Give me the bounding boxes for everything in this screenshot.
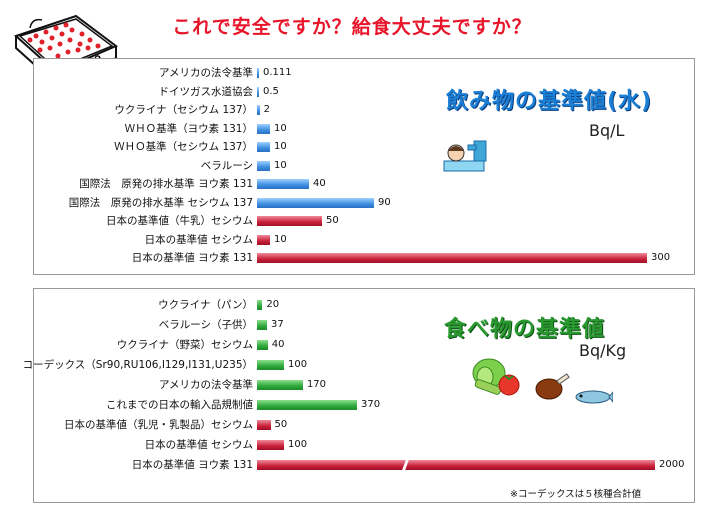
bar (257, 400, 357, 410)
category-label: ＷＨＯ基準（ヨウ素 131） (124, 122, 253, 135)
value-label: 370 (361, 399, 381, 410)
food-row: ウクライナ（パン） 20 (34, 296, 694, 314)
value-label: 10 (274, 159, 287, 171)
value-label: 20 (266, 299, 280, 310)
food-chart-unit: Bq/Kg (579, 341, 627, 360)
value-label: 170 (306, 379, 327, 390)
value-label: 40 (271, 339, 285, 350)
water-row: ドイツガス水道協会 0.5 (34, 83, 694, 101)
bar (257, 320, 267, 330)
value-label: 0.111 (263, 67, 292, 78)
bar (257, 142, 270, 152)
value-label: 0.5 (263, 85, 279, 97)
food-row: アメリカの法令基準 170 (34, 376, 694, 394)
category-label: ドイツガス水道協会 (158, 85, 254, 98)
food-row: これまでの日本の輸入品規制値 370 (34, 396, 694, 414)
value-label: 300 (651, 252, 671, 263)
bar (257, 460, 655, 470)
water-row: ＷＨＯ基準（ヨウ素 131） 10 (34, 120, 694, 138)
category-label: アメリカの法令基準 (159, 379, 253, 391)
bar (257, 420, 271, 430)
bar (257, 160, 270, 171)
category-label: 日本の基準値 セシウム (144, 233, 253, 246)
bar (257, 197, 374, 208)
value-label: 10 (274, 122, 287, 134)
water-row: 国際法 原発の排水基準 ヨウ素 131 40 (34, 175, 694, 193)
bar (257, 253, 647, 263)
value-label: 2000 (659, 459, 685, 470)
category-label: 日本の基準値 ヨウ素 131 (131, 459, 253, 471)
category-label: 国際法 原発の排水基準 ヨウ素 131 (79, 178, 253, 190)
vegetables-meat-fish-illustration (472, 358, 613, 404)
bar (257, 340, 268, 350)
category-label: 日本の基準値（乳児・乳製品）セシウム (64, 419, 253, 431)
water-row: 日本の基準値（牛乳）セシウム 50 (34, 212, 694, 230)
category-label: ウクライナ（パン） (158, 299, 253, 311)
category-label: コーデックス（Sr90,RU106,I129,I131,U235） (22, 359, 253, 371)
category-label: ＷＨＯ基準（セシウム 137） (114, 141, 253, 153)
food-row: 日本の基準値（乳児・乳製品）セシウム 50 (34, 416, 694, 434)
bar (257, 380, 303, 390)
water-faucet-illustration (443, 140, 487, 172)
bar (257, 360, 285, 370)
category-label: 日本の基準値 セシウム (144, 439, 253, 451)
value-label: 100 (288, 359, 308, 370)
value-label: 37 (271, 319, 284, 330)
bar (257, 440, 285, 450)
water-row: 日本の基準値 セシウム 10 (34, 231, 694, 249)
bar (257, 123, 270, 134)
water-chart-title: 飲み物の基準値(水) (446, 89, 653, 114)
water-chart-panel: アメリカの法令基準 0.111 ドイツガス水道協会 0.5 ウクライナ（セシウム 137… (33, 58, 695, 275)
value-label: 10 (274, 233, 287, 245)
water-row: アメリカの法令基準 0.111 (34, 64, 694, 82)
category-label: ウクライナ（セシウム 137） (114, 104, 253, 116)
water-row: 国際法 原発の排水基準 セシウム 137 90 (34, 194, 694, 212)
category-label: これまでの日本の輸入品規制値 (106, 399, 253, 411)
value-label: 100 (288, 439, 308, 450)
bar (257, 300, 263, 310)
category-label: 国際法 原発の排水基準 セシウム 137 (68, 196, 253, 209)
category-label: 日本の基準値 ヨウ素 131 (131, 252, 253, 264)
food-chart-panel: ウクライナ（パン） 20 ベラルーシ（子供） 37 ウクライナ（野菜）セシウム 40 コーデ… (23, 288, 695, 503)
footnote: ※コーデックスは５核種合計値 (510, 489, 642, 500)
water-chart-unit: Bq/L (589, 121, 625, 140)
water-row: ウクライナ（セシウム 137） 2 (34, 101, 694, 119)
food-row: ベラルーシ（子供） 37 (34, 316, 694, 334)
bar (257, 216, 322, 226)
food-row: 日本の基準値 ヨウ素 131 2000 (34, 456, 694, 474)
value-label: 40 (313, 178, 326, 189)
food-row: 日本の基準値 セシウム 100 (34, 436, 694, 454)
value-label: 2 (263, 104, 270, 115)
category-label: 日本の基準値（牛乳）セシウム (106, 215, 253, 227)
food-chart-title: 食べ物の基準値 (444, 317, 606, 342)
food-row: コーデックス（Sr90,RU106,I129,I131,U235） 100 (23, 356, 694, 374)
bar (257, 68, 259, 78)
bar (257, 105, 260, 115)
value-label: 50 (274, 419, 288, 430)
water-row: 日本の基準値 ヨウ素 131 300 (34, 249, 694, 267)
food-row: ウクライナ（野菜）セシウム 40 (34, 336, 694, 354)
water-row: ＷＨＯ基準（セシウム 137） 10 (34, 138, 694, 156)
category-label: ベラルーシ (200, 159, 253, 172)
value-label: 10 (274, 141, 287, 152)
category-label: アメリカの法令基準 (159, 67, 253, 79)
bar (257, 234, 270, 245)
water-row: ベラルーシ 10 (34, 157, 694, 175)
category-label: ウクライナ（野菜）セシウム (116, 339, 253, 351)
bar (257, 86, 259, 97)
value-label: 90 (378, 196, 391, 208)
headline: これで安全ですか？給食大丈夫ですか？ (172, 16, 532, 38)
bar (257, 179, 309, 189)
category-label: ベラルーシ（子供） (158, 319, 253, 331)
value-label: 50 (326, 215, 339, 226)
